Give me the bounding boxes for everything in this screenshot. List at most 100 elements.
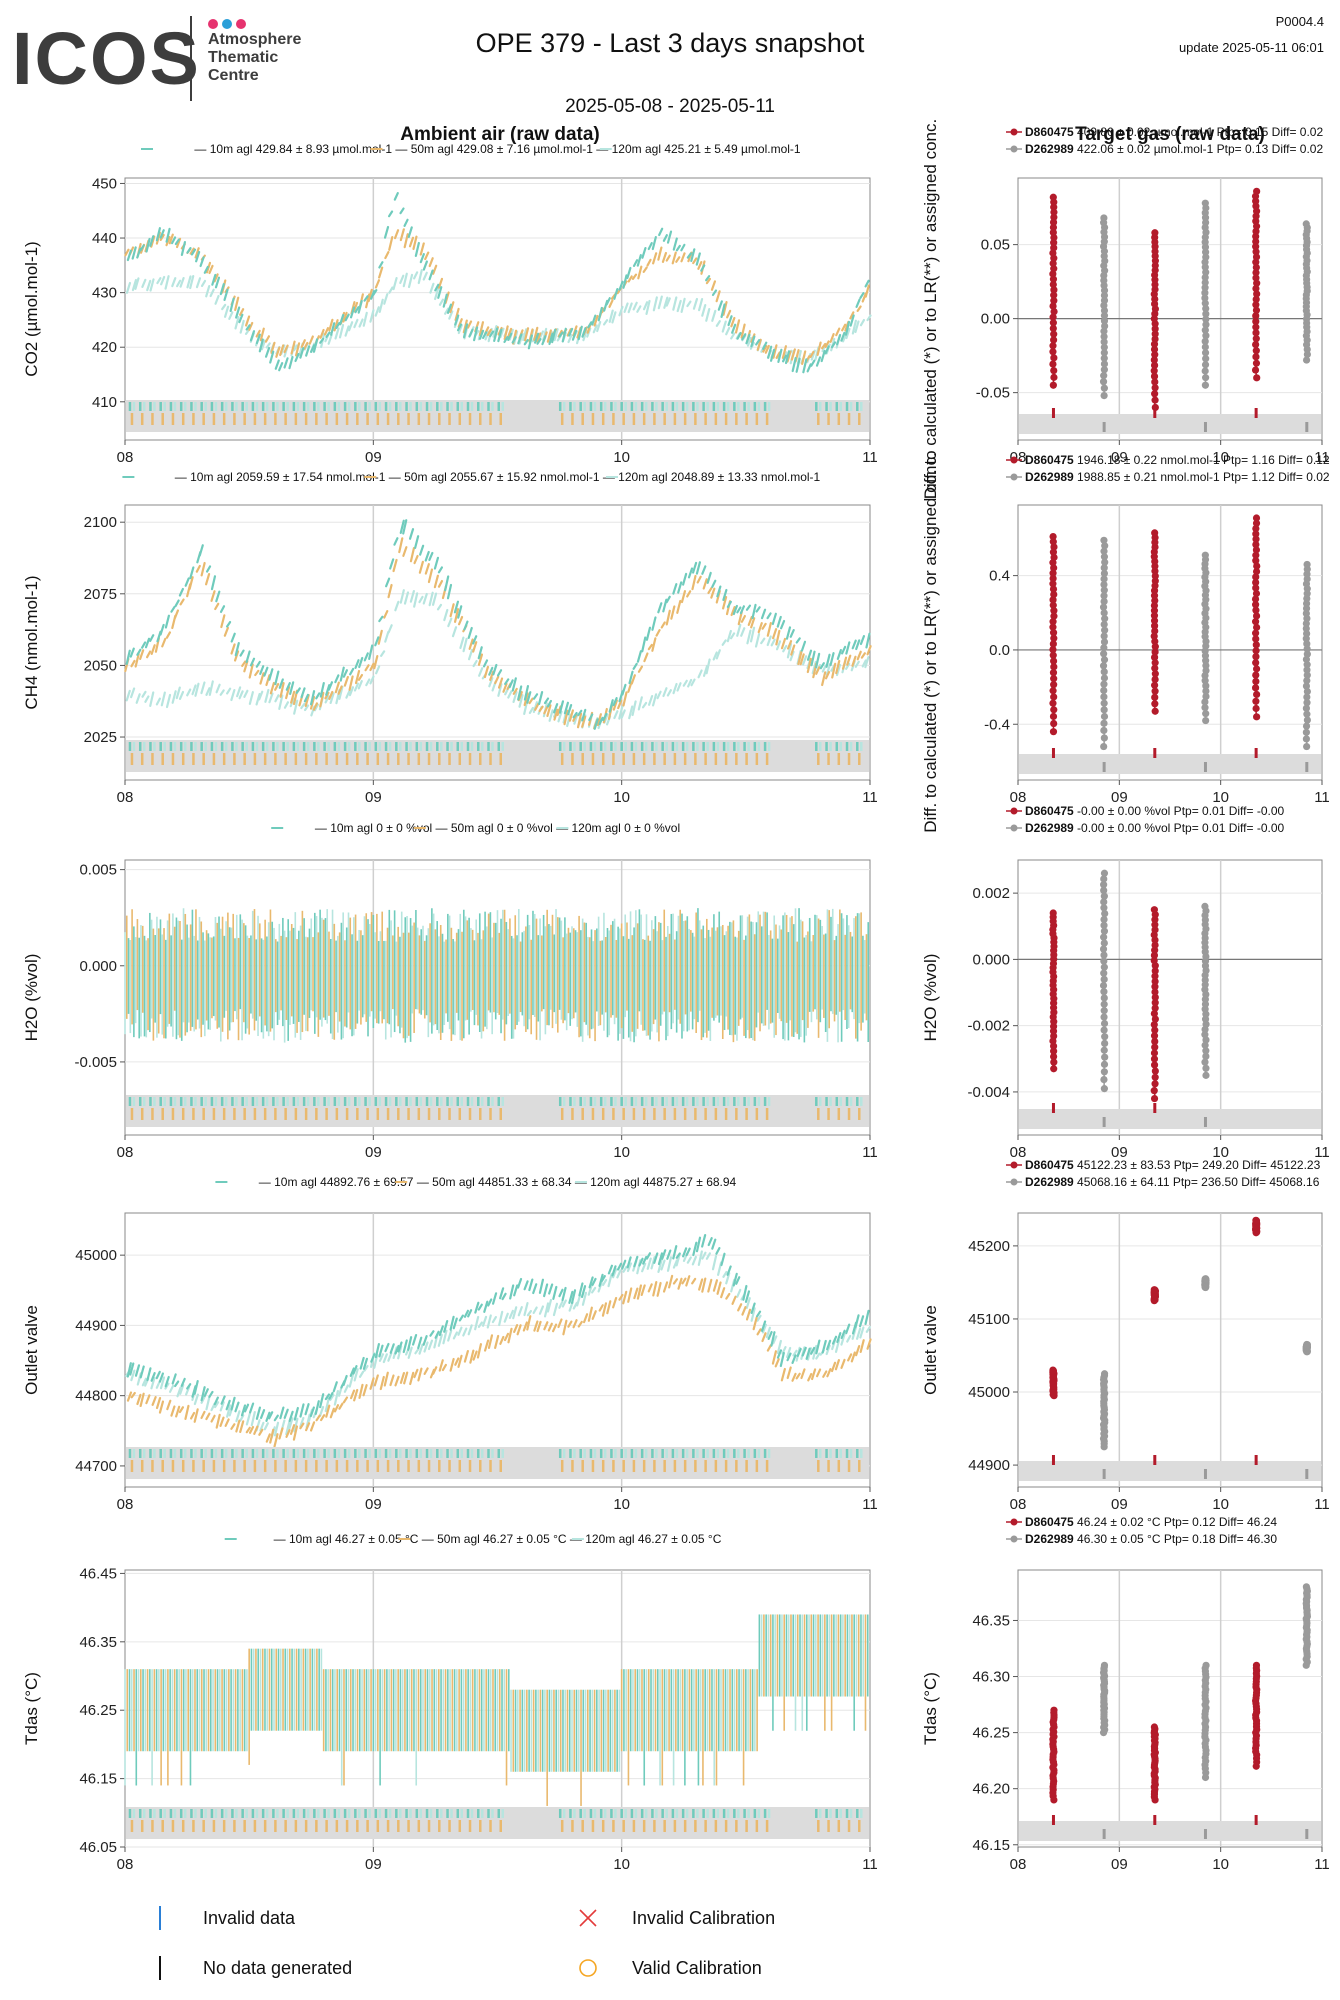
flag-mark bbox=[735, 413, 738, 425]
flag-mark bbox=[142, 742, 146, 751]
y-tick-label: -0.4 bbox=[984, 716, 1010, 733]
series-segment-50m bbox=[438, 1359, 444, 1372]
series-segment-50m bbox=[476, 1343, 483, 1359]
flag-mark bbox=[712, 402, 716, 411]
series-segment-50m bbox=[685, 1275, 691, 1287]
series-segment-120m bbox=[417, 269, 423, 285]
flag-mark bbox=[696, 402, 699, 411]
series-segment-50m bbox=[168, 233, 174, 245]
series-segment-120m bbox=[680, 297, 686, 313]
series-segment-50m bbox=[786, 350, 792, 363]
series-segment-10m bbox=[258, 338, 264, 353]
series-segment-120m bbox=[447, 617, 453, 628]
series-segment-50m bbox=[665, 609, 671, 626]
target-flag-mark bbox=[1051, 1455, 1055, 1465]
series-segment-120m bbox=[238, 690, 244, 700]
y-tick-label: 44900 bbox=[968, 1457, 1010, 1474]
flag-mark bbox=[214, 1809, 218, 1818]
series-segment-50m bbox=[701, 1277, 707, 1293]
flag-mark bbox=[665, 1809, 668, 1818]
series-segment-10m bbox=[779, 1351, 785, 1368]
flag-mark bbox=[571, 1820, 574, 1832]
x-tick-label: 09 bbox=[1111, 1496, 1128, 1513]
series-segment-10m bbox=[457, 605, 463, 619]
series-segment-120m bbox=[186, 688, 192, 697]
flag-mark bbox=[386, 413, 390, 425]
target-point bbox=[1150, 617, 1159, 625]
flag-mark bbox=[153, 1449, 156, 1458]
series-segment-50m bbox=[772, 628, 778, 640]
series-segment-10m bbox=[611, 1265, 617, 1277]
flag-mark bbox=[138, 742, 142, 751]
series-segment-120m bbox=[438, 298, 445, 306]
target-point bbox=[1100, 354, 1108, 362]
series-segment-10m bbox=[815, 1339, 821, 1355]
series-segment-120m bbox=[209, 288, 215, 298]
flag-mark bbox=[589, 1449, 593, 1458]
y-tick-label: 46.30 bbox=[972, 1669, 1010, 1686]
flag-mark bbox=[417, 753, 421, 765]
flag-mark bbox=[685, 742, 689, 751]
flag-mark bbox=[446, 1097, 449, 1106]
target-point bbox=[1049, 319, 1057, 327]
flag-mark bbox=[255, 1809, 259, 1818]
series-segment-10m bbox=[672, 237, 678, 251]
series-segment-120m bbox=[522, 328, 528, 342]
series-segment-50m bbox=[241, 660, 247, 667]
flag-mark bbox=[573, 402, 576, 411]
flag-mark bbox=[241, 1809, 244, 1818]
series-segment-50m bbox=[680, 590, 687, 604]
flag-mark bbox=[436, 402, 439, 411]
y-tick-label: 44900 bbox=[75, 1317, 117, 1334]
flag-mark bbox=[231, 1449, 234, 1458]
series-segment-120m bbox=[637, 696, 643, 711]
series-segment-50m bbox=[534, 702, 540, 711]
flag-mark bbox=[200, 742, 203, 751]
flag-mark bbox=[276, 742, 279, 751]
flag-mark bbox=[388, 742, 392, 751]
target-point bbox=[1201, 343, 1209, 351]
flag-mark bbox=[644, 402, 648, 411]
series-segment-50m bbox=[248, 663, 254, 679]
target-point bbox=[1253, 374, 1261, 382]
flag-mark bbox=[142, 1809, 146, 1818]
series-segment-120m bbox=[144, 695, 150, 703]
target-point bbox=[1201, 337, 1209, 345]
series-segment-10m bbox=[139, 244, 145, 252]
series-segment-50m bbox=[691, 1277, 697, 1285]
series-segment-10m bbox=[628, 670, 634, 685]
flag-mark bbox=[222, 753, 226, 765]
series-segment-50m bbox=[725, 1292, 731, 1300]
series-segment-10m bbox=[633, 1255, 639, 1268]
series-segment-10m bbox=[819, 662, 825, 670]
series-segment-50m bbox=[821, 342, 827, 350]
series-segment-50m bbox=[305, 1422, 311, 1432]
series-segment-10m bbox=[428, 269, 434, 281]
flag-mark bbox=[194, 1449, 197, 1458]
series-segment-50m bbox=[264, 335, 271, 343]
flag-mark bbox=[343, 402, 347, 411]
series-segment-10m bbox=[645, 626, 652, 641]
series-segment-50m bbox=[710, 587, 716, 599]
series-segment-10m bbox=[591, 1277, 597, 1286]
flag-mark bbox=[304, 413, 308, 425]
logo-subtitle-line: Centre bbox=[208, 67, 259, 84]
series-segment-10m bbox=[304, 1403, 310, 1416]
flag-mark bbox=[192, 1820, 195, 1832]
series-segment-10m bbox=[760, 608, 767, 620]
series-segment-10m bbox=[309, 344, 316, 353]
flag-mark bbox=[661, 402, 664, 411]
flag-mark bbox=[181, 1460, 185, 1472]
y-tick-label: 46.15 bbox=[79, 1771, 117, 1788]
legend-key-dot bbox=[1010, 473, 1018, 481]
series-segment-50m bbox=[253, 1425, 259, 1435]
flag-mark bbox=[128, 742, 132, 751]
flag-mark bbox=[747, 402, 750, 411]
series-segment-10m bbox=[641, 636, 647, 653]
series-segment-10m bbox=[453, 600, 460, 614]
flag-mark bbox=[583, 1097, 586, 1106]
flag-mark bbox=[399, 1449, 402, 1458]
target-point bbox=[1151, 687, 1159, 695]
series-segment-50m bbox=[478, 321, 485, 337]
